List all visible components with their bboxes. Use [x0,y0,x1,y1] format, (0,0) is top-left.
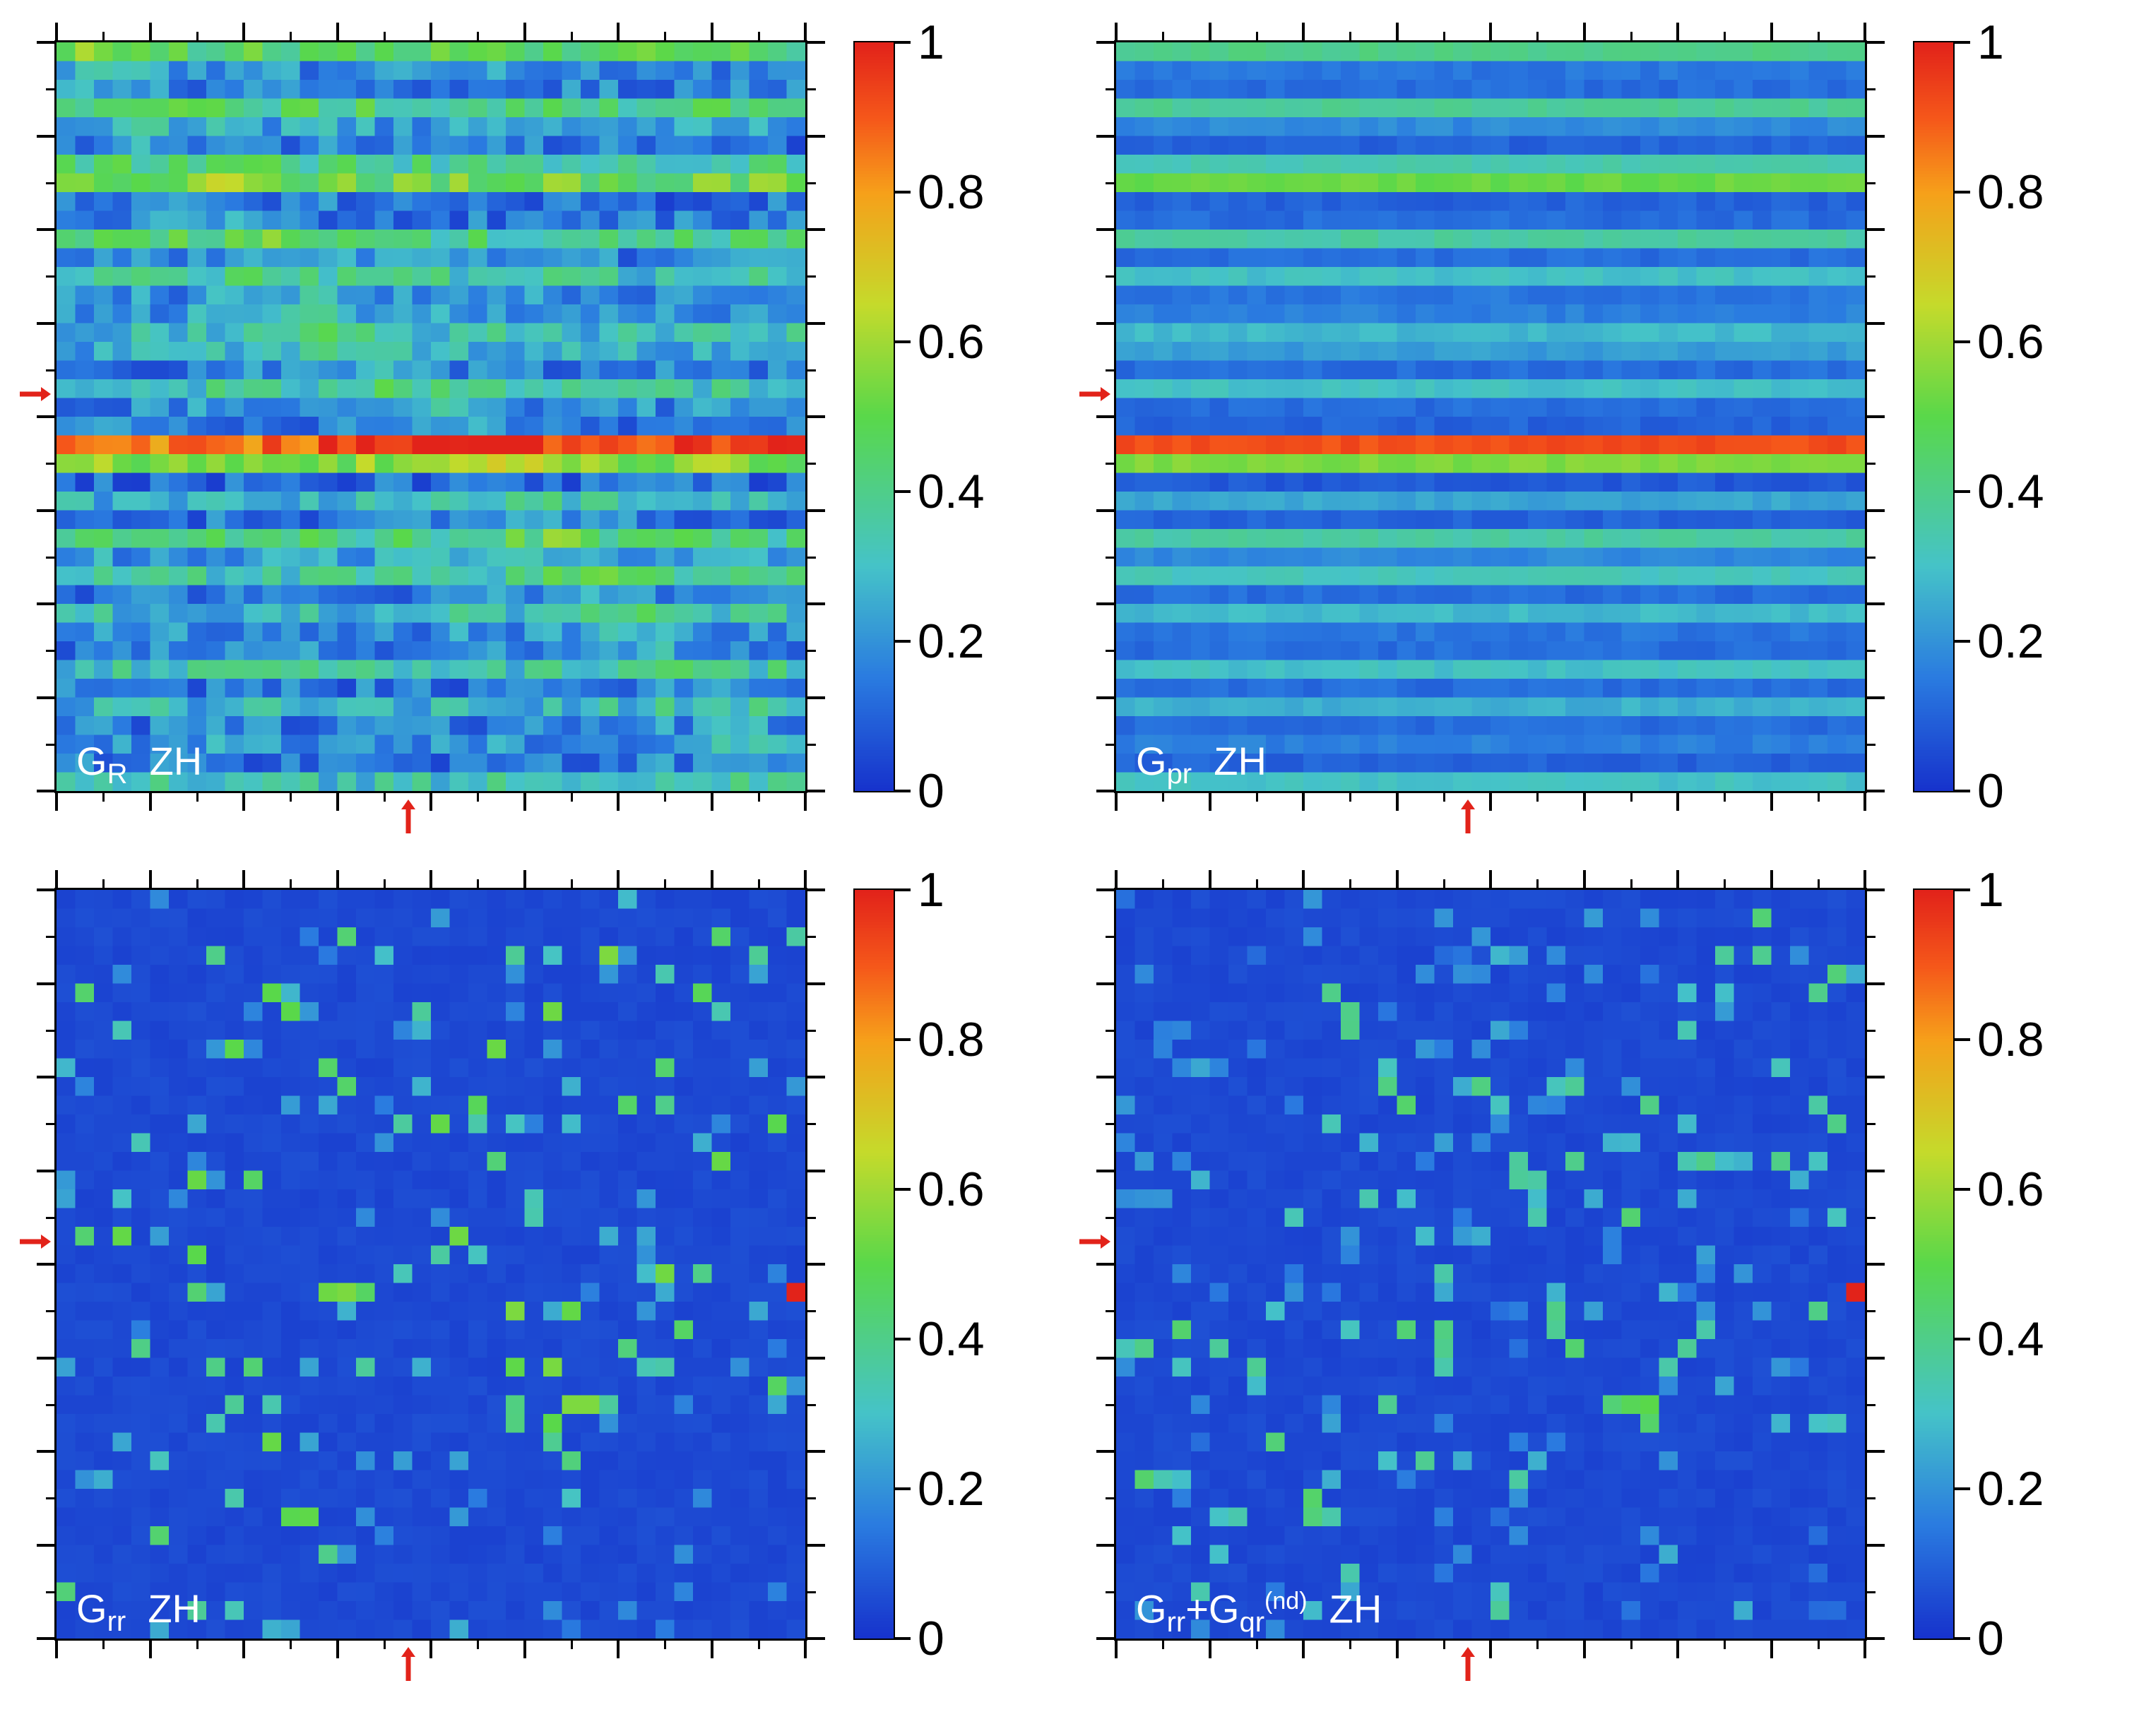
colorbar [855,890,894,1639]
colorbar-tick-label: 0.2 [918,617,985,665]
colorbar-tick-label: 0.8 [918,168,985,216]
axis-ticks [57,42,805,791]
panel-label: GR ZH [76,742,202,788]
colorbar [1914,42,1953,791]
colorbar-tick-label: 0.2 [918,1465,985,1513]
colorbar-tick-label: 0.4 [1977,468,2044,516]
figure: 0 0.2 0.4 0.6 0.8 1 GR ZH 0 0.2 0.4 0.6 0.8 1 Gpr ZH 0… [0,0,2139,1736]
colorbar-tick-label: 0.6 [1977,1165,2044,1213]
heatmap-panel: 00.20.40.60.81Gpr ZH [1116,42,2109,848]
colorbar-tick-label: 0.6 [1977,318,2044,366]
colorbar-tick-label: 0.4 [1977,1315,2044,1363]
panel-label: Grr+Gqr(nd) ZH [1136,1589,1382,1636]
heatmap-panel: 00.20.40.60.81Grr ZH [57,890,1049,1695]
colorbar-tick-label: 0.6 [918,318,985,366]
arrow-bottom-indicator [1453,1647,1483,1682]
colorbar-tick-label: 0.8 [1977,1016,2044,1064]
colorbar-tick-label: 0.4 [918,468,985,516]
colorbar [1914,890,1953,1639]
axis-ticks [1116,42,1865,791]
colorbar-tick-label: 0 [918,1615,944,1663]
colorbar-tick-label: 0.8 [918,1016,985,1064]
panel-label: Grr ZH [76,1589,201,1636]
colorbar-tick-label: 0.2 [1977,1465,2044,1513]
heatmap-panel: 00.20.40.60.81GR ZH [57,42,1049,848]
arrow-bottom-indicator [393,1647,423,1682]
arrow-left-indicator [1078,1227,1113,1256]
colorbar-tick-label: 0 [1977,1615,2004,1663]
panel-label: Gpr ZH [1136,742,1267,788]
colorbar-tick-label: 1 [1977,866,2004,914]
arrow-left-indicator [18,1227,54,1256]
colorbar-tick-label: 0 [1977,767,2004,815]
arrow-left-indicator [1078,379,1113,409]
arrow-bottom-indicator [1453,799,1483,835]
colorbar-tick-label: 0.2 [1977,617,2044,665]
colorbar-tick-label: 1 [1977,18,2004,66]
colorbar-tick-label: 0.6 [918,1165,985,1213]
axis-ticks [1116,890,1865,1639]
colorbar-tick-label: 1 [918,866,944,914]
arrow-left-indicator [18,379,54,409]
colorbar [855,42,894,791]
colorbar-tick-label: 1 [918,18,944,66]
arrow-bottom-indicator [393,799,423,835]
colorbar-tick-label: 0 [918,767,944,815]
colorbar-tick-label: 0.4 [918,1315,985,1363]
colorbar-tick-label: 0.8 [1977,168,2044,216]
axis-ticks [57,890,805,1639]
heatmap-panel: 00.20.40.60.81Grr+Gqr(nd) ZH [1116,890,2109,1695]
